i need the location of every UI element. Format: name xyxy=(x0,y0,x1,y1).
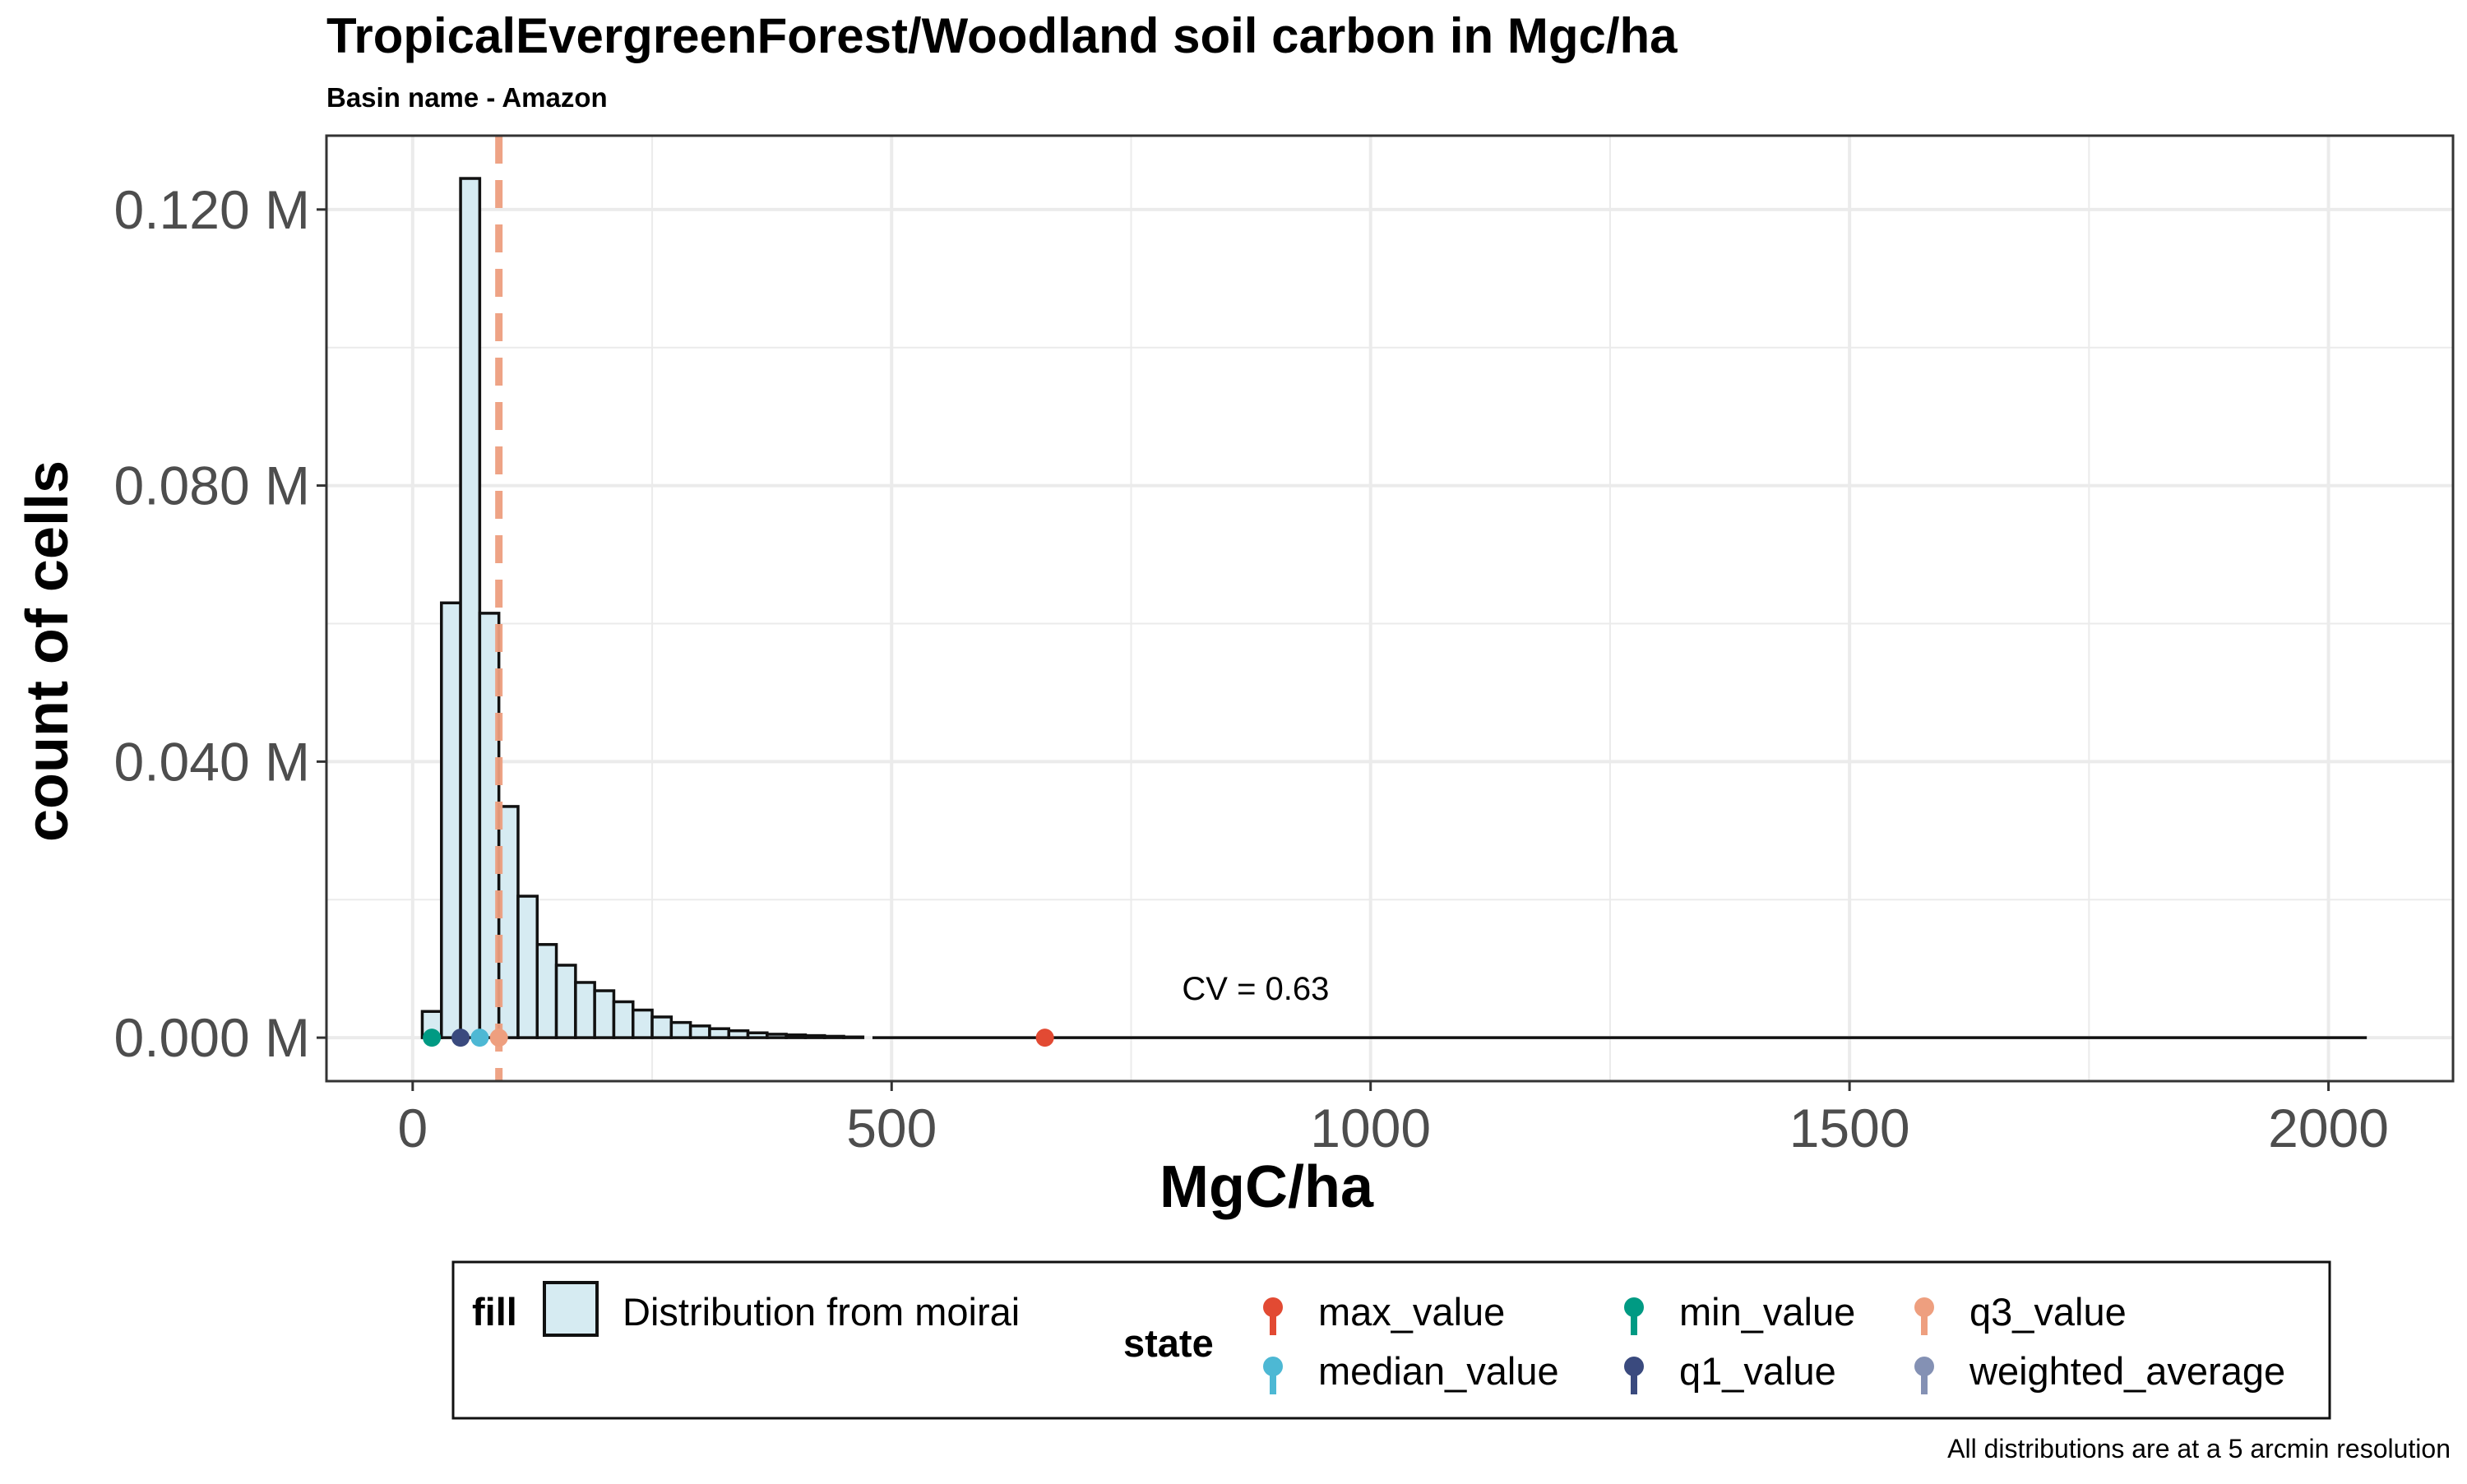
histogram-bar xyxy=(554,964,577,1039)
histogram-bar xyxy=(650,1015,673,1039)
histogram-bar xyxy=(612,1000,635,1039)
legend-fill-label: Distribution from moirai xyxy=(623,1290,1020,1334)
overlay-layer xyxy=(423,136,1054,1081)
min-value-point xyxy=(423,1029,442,1047)
legend-state-label: q3_value xyxy=(1969,1290,2127,1334)
chart-subtitle: Basin name - Amazon xyxy=(326,82,608,113)
legend-state-label: min_value xyxy=(1679,1290,1855,1334)
legend-state-label: max_value xyxy=(1318,1290,1505,1334)
legend-state-label: median_value xyxy=(1318,1349,1559,1393)
legend-key-point xyxy=(1624,1297,1644,1317)
max-value-point xyxy=(1035,1029,1054,1047)
histogram-bar xyxy=(459,177,482,1039)
legend-key-point xyxy=(1914,1357,1934,1376)
legend-box xyxy=(451,1260,2331,1420)
x-tick-label: 1500 xyxy=(1789,1098,1910,1158)
y-tick-label: 0.120 M xyxy=(114,179,310,240)
histogram-bar xyxy=(785,1033,808,1039)
legend: fill Distribution from moirai state max_… xyxy=(451,1260,2331,1420)
histogram-bar xyxy=(803,1033,826,1039)
legend-state-label: weighted_average xyxy=(1969,1349,2285,1393)
legend-fill-title: fill xyxy=(472,1290,517,1334)
y-tick-label: 0.040 M xyxy=(114,731,310,792)
histogram-bar xyxy=(822,1034,845,1039)
legend-state-title: state xyxy=(1123,1321,1214,1365)
histogram-bar xyxy=(535,943,558,1039)
grid-layer xyxy=(326,136,2453,1081)
y-tick-label: 0.080 M xyxy=(114,455,310,516)
legend-key-point xyxy=(1914,1297,1934,1317)
x-tick-label: 0 xyxy=(397,1098,428,1158)
histogram-bar xyxy=(708,1027,730,1039)
legend-key-point xyxy=(1263,1297,1283,1317)
histogram-bar xyxy=(574,981,596,1039)
histogram-bar xyxy=(842,1035,865,1039)
y-axis-title: count of cells xyxy=(15,460,81,842)
q1-value-point xyxy=(451,1029,470,1047)
plot-panel-border xyxy=(325,134,2455,1083)
x-tick-label: 2000 xyxy=(2268,1098,2389,1158)
legend-fill-swatch xyxy=(543,1281,599,1337)
histogram-bar xyxy=(669,1020,692,1039)
median-value-point xyxy=(470,1029,489,1047)
histogram-bar xyxy=(727,1029,750,1039)
x-tick-label: 500 xyxy=(846,1098,937,1158)
x-tick-label: 1000 xyxy=(1310,1098,1431,1158)
q3-value-point xyxy=(489,1029,508,1047)
histogram-bar xyxy=(440,601,462,1039)
histogram-bar xyxy=(766,1033,788,1039)
legend-state-items: max_value min_value q3_value median_value q1… xyxy=(1263,1290,2285,1394)
histogram-bars xyxy=(420,177,2367,1039)
x-axis-title: MgC/ha xyxy=(1159,1154,1374,1220)
histogram-bar xyxy=(746,1031,769,1039)
histogram-bar xyxy=(516,895,539,1039)
legend-key-point xyxy=(1624,1357,1644,1376)
chart-caption: All distributions are at a 5 arcmin reso… xyxy=(1947,1434,2451,1463)
legend-state-label: q1_value xyxy=(1679,1349,1836,1393)
histogram-bar xyxy=(593,989,616,1039)
histogram-bar xyxy=(632,1008,654,1039)
cv-annotation: CV = 0.63 xyxy=(1182,971,1329,1007)
y-tick-label: 0.000 M xyxy=(114,1007,310,1068)
legend-key-point xyxy=(1263,1357,1283,1376)
axis-layer: 0 500 1000 1500 2000 0.000 M 0.040 M 0.080 M 0.1… xyxy=(114,179,2389,1158)
histogram-bar xyxy=(688,1024,711,1039)
chart-title: TropicalEvergreenForest/Woodland soil ca… xyxy=(326,8,1678,63)
